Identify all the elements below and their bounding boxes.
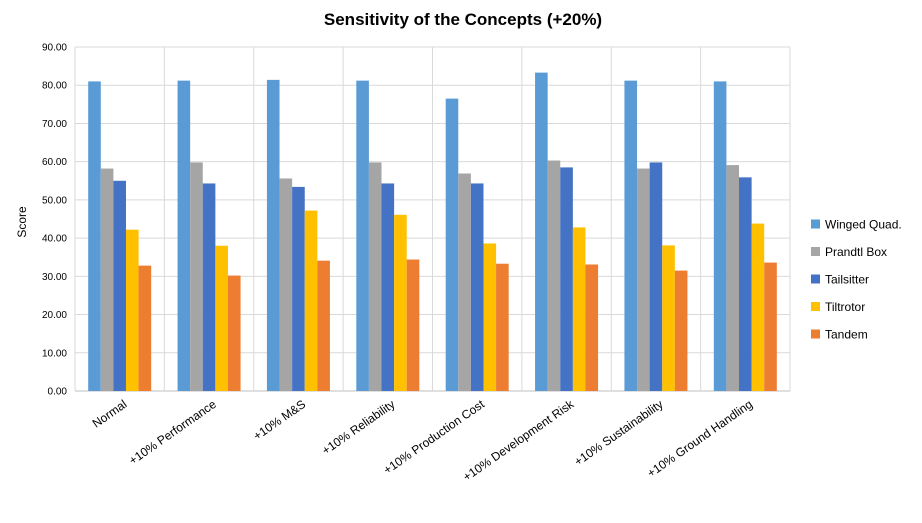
bar-winged-quad (713, 81, 727, 392)
bar-tiltrotor (304, 210, 318, 391)
legend-swatch (811, 329, 820, 339)
y-tick-label: 50.00 (42, 195, 67, 206)
chart-title: Sensitivity of the Concepts (+20%) (324, 10, 602, 29)
bar-prandtl-box (726, 165, 740, 391)
bar-tandem (406, 259, 420, 391)
bar-prandtl-box (637, 168, 650, 391)
bar-prandtl-box (279, 178, 293, 391)
bar-tandem (496, 263, 509, 391)
bar-tailsitter (113, 180, 126, 391)
bar-tandem (317, 260, 330, 391)
bar-tailsitter (739, 177, 752, 391)
y-tick-label: 70.00 (42, 119, 67, 130)
legend-swatch (811, 219, 820, 229)
legend-swatch (811, 274, 820, 284)
bar-layer (88, 72, 777, 392)
bar-tiltrotor (751, 223, 765, 391)
x-tick-label: Normal (90, 397, 130, 431)
bar-tiltrotor (662, 245, 675, 391)
bar-winged-quad (535, 72, 548, 391)
bar-tandem (764, 262, 777, 391)
bar-tailsitter (470, 183, 484, 391)
bar-prandtl-box (458, 173, 471, 391)
bar-tiltrotor (572, 227, 586, 391)
bar-prandtl-box (368, 162, 382, 391)
bar-winged-quad (177, 80, 191, 391)
legend-swatch (811, 302, 820, 311)
bar-prandtl-box (547, 160, 561, 391)
bar-tailsitter (649, 162, 663, 391)
bar-winged-quad (624, 80, 638, 391)
legend-swatch (811, 247, 820, 256)
bar-winged-quad (266, 79, 280, 392)
bar-prandtl-box (190, 162, 203, 391)
bar-tiltrotor (125, 229, 139, 391)
bar-tandem (138, 265, 152, 391)
legend-label: Tailsitter (825, 273, 869, 287)
bar-tiltrotor (215, 245, 228, 391)
y-tick-label: 90.00 (42, 43, 67, 54)
bar-winged-quad (88, 81, 101, 392)
bar-tailsitter (560, 167, 573, 391)
legend: Winged Quad. Prandtl Box Tailsitter Tiltrot… (811, 218, 902, 342)
bar-tailsitter (292, 186, 305, 391)
legend-label: Tiltrotor (825, 300, 865, 314)
bar-tandem (227, 275, 241, 391)
bar-tailsitter (202, 183, 216, 391)
bar-tiltrotor (394, 214, 407, 391)
y-tick-label: 60.00 (42, 157, 67, 168)
bar-tandem (585, 264, 599, 391)
y-tick-label: 80.00 (42, 81, 67, 92)
y-axis-label: Score (15, 206, 29, 238)
bar-tailsitter (381, 183, 395, 391)
y-tick-label: 40.00 (42, 234, 67, 245)
y-tick-label: 20.00 (42, 310, 67, 321)
y-tick-label: 30.00 (42, 272, 67, 283)
bar-prandtl-box (100, 168, 114, 391)
legend-label: Tandem (825, 328, 868, 342)
y-tick-label: 10.00 (42, 348, 67, 359)
bar-tiltrotor (483, 243, 497, 391)
legend-label: Prandtl Box (825, 245, 887, 259)
bar-winged-quad (356, 80, 369, 391)
bar-tandem (674, 270, 688, 391)
x-tick-label: +10% Sustainability (572, 397, 666, 469)
y-tick-label: 0.00 (48, 387, 68, 398)
x-tick-label: +10% Reliability (319, 397, 397, 458)
x-tick-label: +10% Performance (126, 397, 219, 468)
legend-label: Winged Quad. (825, 218, 902, 232)
x-tick-label: +10% M&S (251, 397, 308, 443)
bar-winged-quad (445, 98, 459, 391)
